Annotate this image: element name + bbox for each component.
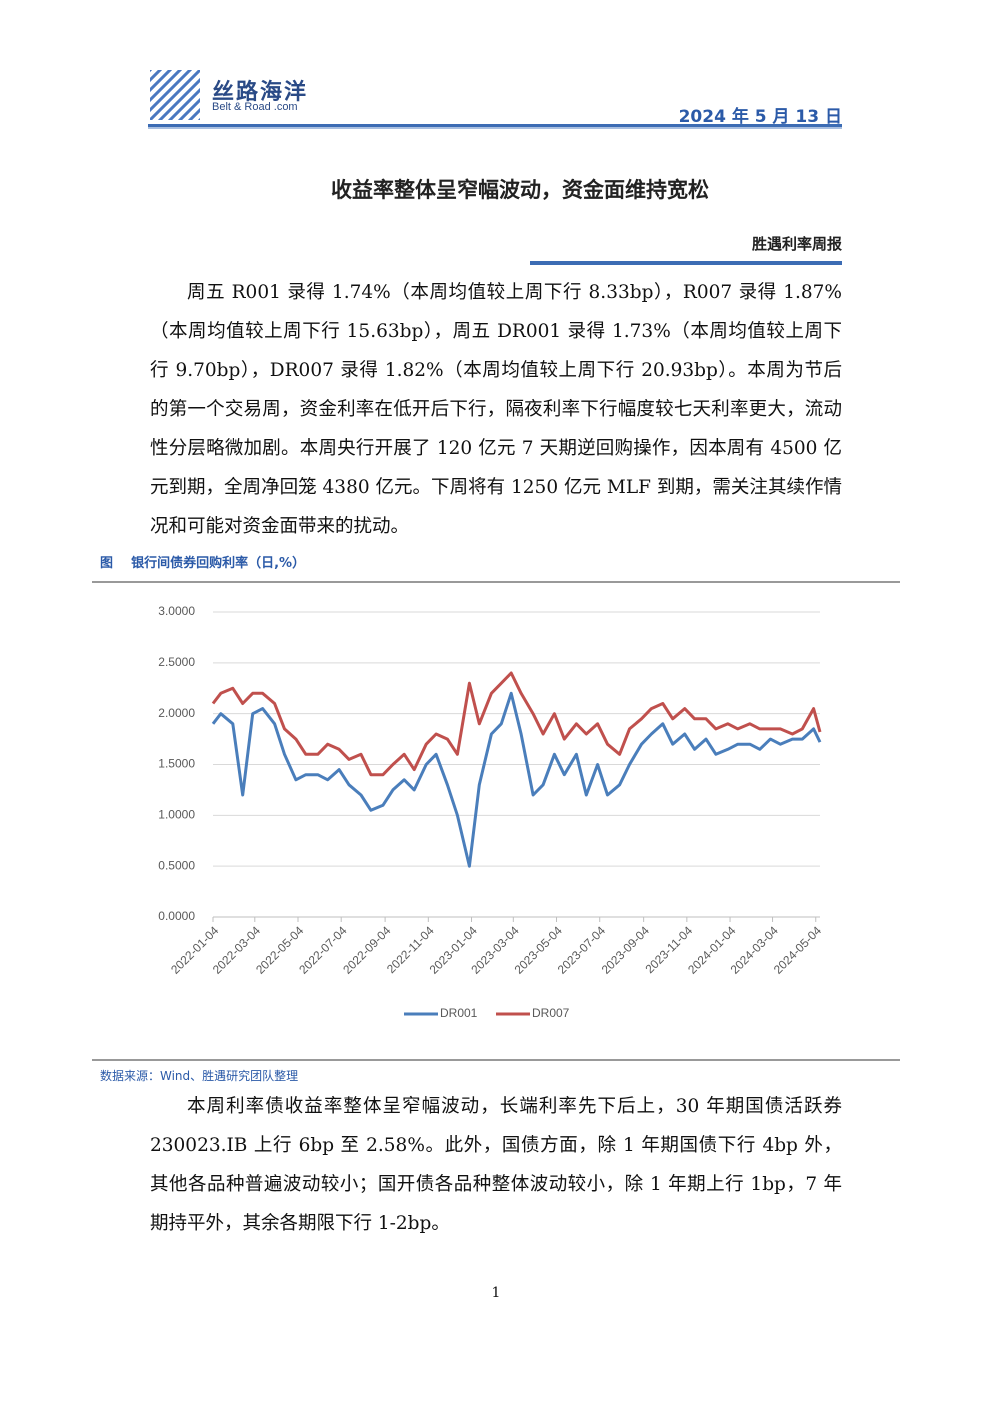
x-tick-label: 2024-05-04 xyxy=(771,923,825,977)
y-tick-label: 2.0000 xyxy=(158,706,195,720)
report-date: 2024 年 5 月 13 日 xyxy=(678,107,842,127)
figure-source: 数据来源：Wind、胜遇研究团队整理 xyxy=(100,1069,299,1083)
column-rule xyxy=(530,261,842,265)
column-name: 胜遇利率周报 xyxy=(751,235,842,253)
header-rule xyxy=(148,124,842,129)
logo-icon xyxy=(150,70,200,120)
y-tick-label: 2.5000 xyxy=(158,655,195,669)
y-tick-label: 0.5000 xyxy=(158,858,195,872)
logo-name: 丝路海洋 xyxy=(212,80,309,105)
figure-caption: 图 银行间债券回购利率（日,%） xyxy=(100,556,306,571)
y-tick-label: 3.0000 xyxy=(158,604,195,618)
y-tick-label: 1.0000 xyxy=(158,808,195,822)
y-tick-label: 1.5000 xyxy=(158,757,195,771)
logo-sub: Belt & Road .com xyxy=(212,101,298,113)
y-tick-label: 0.0000 xyxy=(158,909,195,923)
series-line xyxy=(211,691,822,868)
legend-label: DR007 xyxy=(532,1006,570,1020)
chart: 0.0000 0.5000 1.0000 1.5000 2.0000 2.5000 3.00… xyxy=(92,581,900,1061)
paragraph: 本周利率债收益率整体呈窄幅波动，长端利率先下后上，30 年期国债活跃券 2300… xyxy=(150,1096,842,1234)
paragraph: 周五 R001 录得 1.74%（本周均值较上周下行 8.33bp），R007 … xyxy=(150,282,842,537)
series-line xyxy=(211,671,822,777)
legend-label: DR001 xyxy=(440,1006,478,1020)
report-title: 收益率整体呈窄幅波动，资金面维持宽松 xyxy=(331,178,709,202)
page-number: 1 xyxy=(491,1285,501,1301)
